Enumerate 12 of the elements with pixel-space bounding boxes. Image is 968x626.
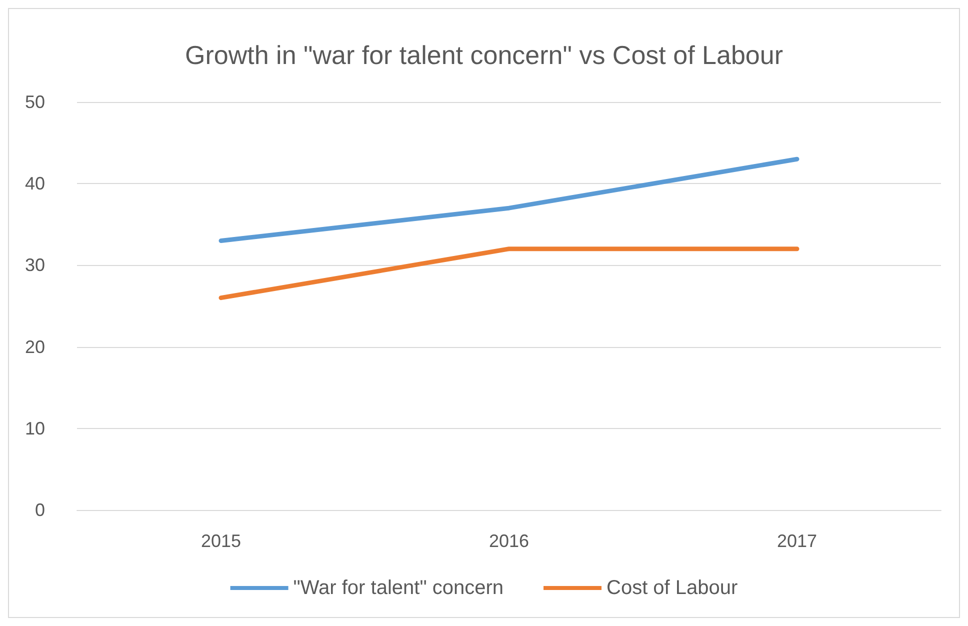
y-tick-label: 0 [34, 500, 45, 520]
x-tick-label: 2016 [488, 531, 530, 551]
x-tick-label: 2015 [200, 531, 242, 551]
legend-label: "War for talent" concern [293, 577, 504, 599]
chart-title: Growth in "war for talent concern" vs Cost of Labour [185, 40, 784, 70]
y-tick-label: 10 [24, 418, 45, 438]
y-tick-label: 40 [24, 174, 45, 194]
x-tick-label: 2017 [776, 531, 818, 551]
legend-label: Cost of Labour [606, 577, 738, 599]
y-tick-label: 20 [24, 336, 45, 357]
y-tick-label: 50 [24, 92, 45, 112]
y-tick-label: 30 [24, 255, 45, 276]
